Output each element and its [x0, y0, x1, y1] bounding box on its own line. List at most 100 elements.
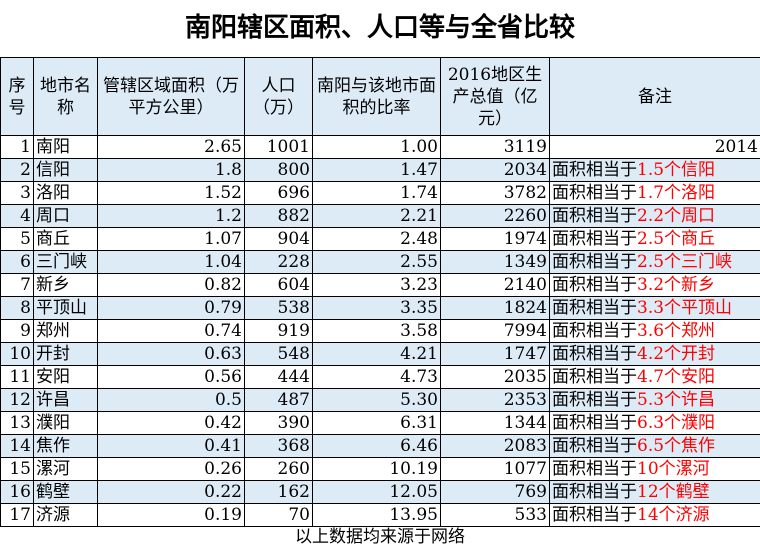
row-number: 2	[0, 158, 34, 182]
area-value: 0.74	[97, 319, 245, 343]
ratio-value: 4.21	[312, 342, 441, 366]
note-highlight: 3.6个郑州	[637, 321, 716, 341]
header-area: 管辖区域面积（万平方公里）	[97, 57, 245, 136]
note-highlight: 2.2个周口	[637, 206, 716, 226]
note-cell: 面积相当于5.3个许昌	[549, 388, 760, 412]
area-value: 0.5	[97, 388, 245, 412]
population-value: 696	[244, 181, 313, 205]
gdp-value: 2140	[440, 273, 550, 297]
gdp-value: 3782	[440, 181, 550, 205]
ratio-value: 6.31	[312, 411, 441, 435]
area-value: 0.79	[97, 296, 245, 320]
row-number: 1	[0, 135, 34, 159]
note-cell: 2014	[549, 135, 760, 159]
gdp-value: 2260	[440, 204, 550, 228]
city-name: 南阳	[33, 135, 98, 159]
note-cell: 面积相当于2.2个周口	[549, 204, 760, 228]
note-prefix: 面积相当于	[552, 183, 637, 203]
note-cell: 面积相当于10个漯河	[549, 457, 760, 481]
city-name: 焦作	[33, 434, 98, 458]
ratio-value: 13.95	[312, 503, 441, 527]
area-value: 0.41	[97, 434, 245, 458]
note-cell: 面积相当于12个鹤壁	[549, 480, 760, 504]
note-highlight: 4.2个开封	[637, 344, 716, 364]
gdp-value: 1974	[440, 227, 550, 251]
gdp-value: 7994	[440, 319, 550, 343]
header-population: 人口（万）	[244, 57, 313, 136]
population-value: 548	[244, 342, 313, 366]
note-highlight: 1.7个洛阳	[637, 183, 716, 203]
note-cell: 面积相当于1.5个信阳	[549, 158, 760, 182]
ratio-value: 10.19	[312, 457, 441, 481]
table-row: 11 安阳 0.56 444 4.73 2035 面积相当于4.7个安阳	[0, 365, 760, 389]
ratio-value: 2.21	[312, 204, 441, 228]
note-prefix: 面积相当于	[552, 459, 637, 479]
header-ratio: 南阳与该地市面积的比率	[312, 57, 441, 136]
population-value: 800	[244, 158, 313, 182]
gdp-value: 2035	[440, 365, 550, 389]
city-name: 洛阳	[33, 181, 98, 205]
note-cell: 面积相当于4.7个安阳	[549, 365, 760, 389]
table-row: 9 郑州 0.74 919 3.58 7994 面积相当于3.6个郑州	[0, 319, 760, 343]
area-value: 0.42	[97, 411, 245, 435]
ratio-value: 1.47	[312, 158, 441, 182]
note-prefix: 面积相当于	[552, 344, 637, 364]
area-value: 1.07	[97, 227, 245, 251]
ratio-value: 1.00	[312, 135, 441, 159]
city-name: 郑州	[33, 319, 98, 343]
source-note: 以上数据均来源于网络	[295, 527, 465, 547]
note-highlight: 3.2个新乡	[637, 275, 716, 295]
city-name: 濮阳	[33, 411, 98, 435]
gdp-value: 1344	[440, 411, 550, 435]
population-value: 904	[244, 227, 313, 251]
table-row: 2 信阳 1.8 800 1.47 2034 面积相当于1.5个信阳	[0, 158, 760, 182]
table-row: 14 焦作 0.41 368 6.46 2083 面积相当于6.5个焦作	[0, 434, 760, 458]
population-value: 604	[244, 273, 313, 297]
area-value: 0.82	[97, 273, 245, 297]
row-number: 4	[0, 204, 34, 228]
gdp-value: 1824	[440, 296, 550, 320]
note-highlight: 4.7个安阳	[637, 367, 716, 387]
note-cell: 面积相当于3.3个平顶山	[549, 296, 760, 320]
note-cell: 面积相当于6.3个濮阳	[549, 411, 760, 435]
note-highlight: 12个鹤壁	[637, 482, 710, 502]
population-value: 919	[244, 319, 313, 343]
city-name: 三门峡	[33, 250, 98, 274]
row-number: 9	[0, 319, 34, 343]
city-name: 平顶山	[33, 296, 98, 320]
ratio-value: 1.74	[312, 181, 441, 205]
note-highlight: 6.5个焦作	[637, 436, 716, 456]
note-prefix: 面积相当于	[552, 505, 637, 525]
area-value: 1.04	[97, 250, 245, 274]
table-row: 17 济源 0.19 70 13.95 533 面积相当于14个济源	[0, 503, 760, 527]
note-highlight: 14个济源	[637, 505, 710, 525]
gdp-value: 2034	[440, 158, 550, 182]
gdp-value: 2353	[440, 388, 550, 412]
area-value: 0.26	[97, 457, 245, 481]
ratio-value: 3.35	[312, 296, 441, 320]
note-cell: 面积相当于2.5个三门峡	[549, 250, 760, 274]
note-prefix: 面积相当于	[552, 298, 637, 318]
ratio-value: 6.46	[312, 434, 441, 458]
gdp-value: 1349	[440, 250, 550, 274]
ratio-value: 12.05	[312, 480, 441, 504]
row-number: 15	[0, 457, 34, 481]
population-value: 882	[244, 204, 313, 228]
note-prefix: 面积相当于	[552, 321, 637, 341]
comparison-table: 序号 地市名称 管辖区域面积（万平方公里） 人口（万） 南阳与该地市面积的比率 …	[0, 57, 760, 527]
note-highlight: 6.3个濮阳	[637, 413, 716, 433]
note-cell: 面积相当于14个济源	[549, 503, 760, 527]
note-cell: 面积相当于2.5个商丘	[549, 227, 760, 251]
population-value: 538	[244, 296, 313, 320]
table-row: 8 平顶山 0.79 538 3.35 1824 面积相当于3.3个平顶山	[0, 296, 760, 320]
area-value: 1.52	[97, 181, 245, 205]
ratio-value: 2.55	[312, 250, 441, 274]
gdp-value: 1077	[440, 457, 550, 481]
gdp-value: 769	[440, 480, 550, 504]
area-value: 0.22	[97, 480, 245, 504]
population-value: 444	[244, 365, 313, 389]
area-value: 2.65	[97, 135, 245, 159]
table-row: 12 许昌 0.5 487 5.30 2353 面积相当于5.3个许昌	[0, 388, 760, 412]
row-number: 7	[0, 273, 34, 297]
gdp-value: 3119	[440, 135, 550, 159]
